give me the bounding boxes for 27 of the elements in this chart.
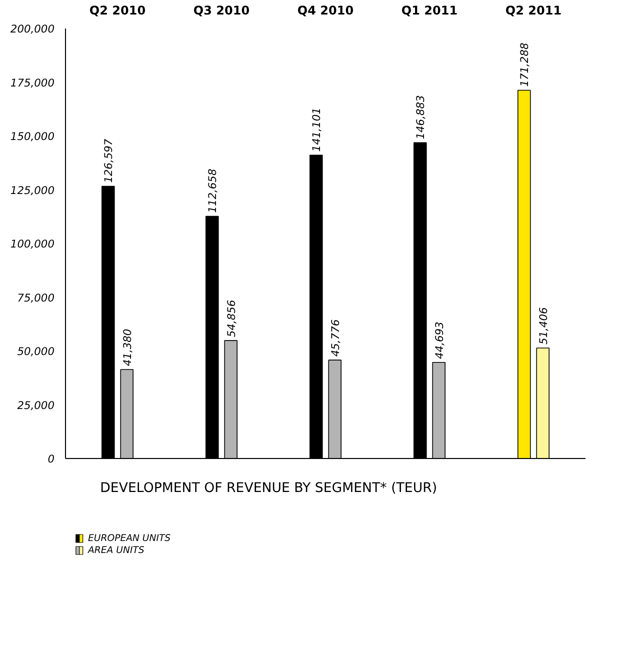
- y-tick-label: 100,000: [10, 238, 55, 250]
- x-tick-label: Q4 2010: [297, 4, 354, 18]
- text: DEVELOPMENT OF REVENUE BY SEGMENT* (TEUR): [100, 481, 438, 496]
- data-label: 45,776: [328, 319, 342, 357]
- data-label: 41,380: [120, 328, 134, 366]
- x-tick-label: Q3 2010: [193, 4, 250, 18]
- y-tick-label: 25,000: [17, 398, 55, 412]
- legend-label: EUROPEAN UNITS: [88, 533, 171, 544]
- x-tick-label: Q1 2011: [401, 4, 458, 18]
- data-label: 112,658: [206, 168, 220, 213]
- legend-label: AREA UNITS: [87, 545, 144, 556]
- y-tick-label: 150,000: [10, 130, 55, 143]
- x-tick-label: Q2 2011: [505, 4, 562, 18]
- data-label: 126,597: [102, 138, 116, 183]
- data-label: 141,101: [310, 108, 324, 152]
- data-label: 51,406: [536, 307, 550, 345]
- y-tick-label: 75,000: [17, 291, 55, 304]
- x-tick-label: Q2 2010: [89, 4, 146, 18]
- y-tick-label: 50,000: [17, 345, 55, 358]
- data-label: 44,693: [432, 321, 446, 359]
- data-label: 171,288: [518, 42, 532, 87]
- y-tick-label: 200,000: [10, 22, 55, 36]
- y-tick-label: 125,000: [10, 184, 55, 197]
- y-tick-label: 0: [48, 452, 55, 466]
- data-label: 54,856: [224, 300, 238, 338]
- y-tick-label: 175,000: [10, 76, 55, 90]
- data-label: 146,883: [414, 94, 428, 140]
